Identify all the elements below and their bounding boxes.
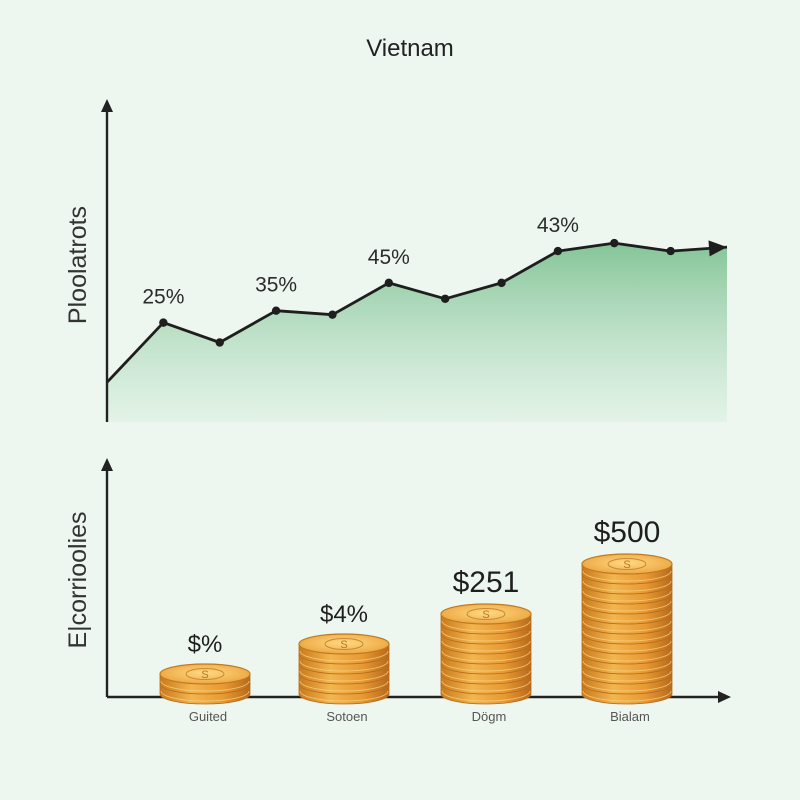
data-point bbox=[271, 306, 281, 315]
top-chart: 25% 35% 45% 43% Ploolatrots bbox=[64, 99, 728, 422]
bar-value-label: $251 bbox=[453, 566, 520, 599]
bar-coin-stack: S bbox=[298, 633, 390, 705]
bar-coin-stack: S bbox=[159, 663, 251, 705]
series-line bbox=[105, 241, 728, 384]
y-axis-label: E|corrioolies bbox=[64, 511, 92, 648]
data-point bbox=[553, 246, 563, 256]
coin-symbol: S bbox=[201, 669, 208, 681]
data-point bbox=[384, 278, 394, 288]
x-tick-label: Bialam bbox=[610, 709, 650, 724]
data-point bbox=[666, 246, 675, 256]
bottom-chart: E|corrioolies S $% Guited S $4% Sotoen S $251 Dö… bbox=[64, 458, 731, 724]
data-point bbox=[328, 310, 337, 319]
x-tick-label: Guited bbox=[189, 709, 227, 724]
chart-title: Vietnam bbox=[366, 35, 454, 62]
data-point bbox=[159, 318, 168, 327]
coin-symbol: S bbox=[340, 639, 347, 651]
coin-symbol: S bbox=[482, 609, 489, 621]
x-axis-arrow bbox=[718, 691, 731, 703]
bar-coin-stack: S bbox=[581, 553, 673, 705]
bar-value-label: $% bbox=[188, 631, 223, 658]
data-label: 25% bbox=[142, 286, 184, 309]
x-tick-label: Sotoen bbox=[326, 709, 367, 724]
data-point bbox=[215, 338, 224, 347]
area-fill bbox=[107, 243, 727, 422]
data-label: 45% bbox=[368, 246, 410, 269]
data-label: 35% bbox=[255, 274, 297, 297]
bar-value-label: $500 bbox=[594, 516, 661, 549]
y-axis-arrow bbox=[101, 458, 113, 471]
data-point bbox=[610, 238, 619, 248]
y-axis-arrow bbox=[101, 99, 113, 112]
bar-coin-stack: S bbox=[440, 603, 532, 705]
data-label: 43% bbox=[537, 214, 579, 237]
bar-value-label: $4% bbox=[320, 601, 368, 628]
data-point bbox=[497, 278, 506, 288]
y-axis-label: Ploolatrots bbox=[64, 206, 92, 324]
series-arrowhead bbox=[708, 240, 727, 257]
data-point bbox=[440, 294, 450, 303]
coin-symbol: S bbox=[623, 559, 630, 571]
x-tick-label: Dögm bbox=[472, 709, 507, 724]
